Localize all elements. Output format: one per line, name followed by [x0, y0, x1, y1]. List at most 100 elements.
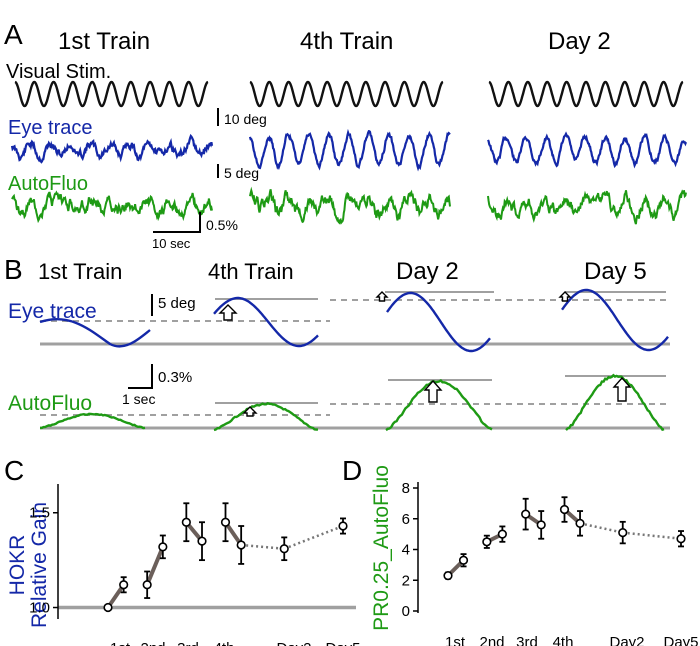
x-tick-label: Day2	[276, 640, 311, 646]
eye-cycle-day5	[561, 288, 669, 352]
panel-d-letter: D	[342, 455, 362, 486]
scale-pct-label-b: 0.3%	[158, 369, 192, 386]
scale-pct-label-a: 0.5%	[206, 217, 238, 233]
data-point	[536, 520, 546, 530]
data-point	[443, 571, 453, 581]
eye-cycles-b	[39, 288, 669, 353]
y-tick-label: 1.5	[29, 505, 50, 522]
arrow-up-icon	[242, 406, 258, 417]
scale-5deg-label: 5 deg	[224, 165, 259, 181]
panel-b-baselines	[40, 342, 670, 430]
data-point	[197, 536, 207, 546]
x-tick-label: 2nd	[479, 634, 504, 646]
trend-dotted-line	[622, 531, 682, 540]
data-point	[236, 540, 246, 550]
eye-cycle-4th	[213, 296, 319, 348]
fluo-cycle-day5	[565, 373, 665, 431]
panel-d-ylabel: PR0.25_AutoFluo	[370, 465, 393, 631]
panel-c-letter: C	[4, 455, 24, 486]
trend-dotted-line	[283, 524, 344, 550]
fluo-trace-1st	[11, 190, 213, 224]
stim-trace-day2	[488, 80, 684, 108]
session-solid-line	[145, 546, 165, 586]
panel-b-title-3: Day 2	[396, 258, 459, 285]
x-tick-label: Day2	[609, 634, 644, 646]
data-point	[575, 518, 585, 528]
fluo-trace-4th	[249, 186, 451, 225]
eye-trace-day2	[487, 131, 688, 169]
scale-bar-time-pct	[153, 212, 201, 233]
arrow-up-icon	[218, 304, 238, 321]
x-tick-label: Day5	[325, 640, 360, 646]
trend-dotted-line	[241, 543, 285, 551]
fluo-cycle-day2	[385, 378, 493, 432]
x-tick-label: 2nd	[140, 640, 165, 646]
arrow-up-icon	[612, 376, 632, 402]
scale-10deg-label: 10 deg	[224, 111, 267, 127]
session-solid-line	[223, 521, 243, 547]
visual-stim-label: Visual Stim.	[6, 61, 111, 83]
arrow-up-icon	[375, 291, 389, 302]
data-point	[119, 580, 129, 590]
panel-c-ylabel-1: HOKR	[6, 535, 29, 596]
y-tick-label: 4	[402, 542, 410, 559]
eye-traces-a	[10, 128, 688, 172]
data-point	[618, 527, 628, 538]
chart-c: 1.0 1.5 1st 2nd 3rd 4th Day2 Day5	[29, 484, 361, 646]
stimulus-traces	[14, 80, 684, 108]
autofluo-label-b: AutoFluo	[8, 392, 92, 415]
data-point	[521, 509, 531, 519]
y-tick-label: 2	[402, 572, 410, 589]
panel-b-letter: B	[4, 254, 23, 285]
x-tick-label: 3rd	[177, 640, 199, 646]
data-point	[220, 517, 231, 527]
trend-dotted-line	[579, 522, 624, 534]
autofluo-label-a: AutoFluo	[8, 173, 88, 195]
x-tick-label: 4th	[214, 640, 235, 646]
arrow-up-icon	[558, 291, 572, 302]
fluo-cycle-4th	[213, 402, 319, 432]
session-solid-line	[106, 583, 126, 609]
panel-c-ylabel-2: Relative Gain	[28, 502, 51, 628]
fluo-cycle-1st	[40, 412, 146, 430]
x-tick-label: Day5	[663, 634, 698, 646]
x-tick-label: 1st	[110, 640, 131, 646]
data-point	[482, 537, 492, 547]
arrow-up-icon	[423, 379, 443, 403]
x-tick-label: 1st	[445, 634, 466, 646]
data-point	[338, 521, 348, 531]
y-tick-label: 8	[402, 480, 410, 497]
data-point	[559, 504, 570, 515]
data-point	[103, 602, 113, 613]
scale-bar-pct-time-b	[128, 364, 153, 389]
panel-a-title-3: Day 2	[548, 28, 611, 55]
scale-time-label-a: 10 sec	[152, 236, 191, 251]
eye-trace-label-a: Eye trace	[8, 117, 92, 139]
panel-b-arrows	[218, 291, 632, 417]
data-point	[158, 542, 168, 552]
panel-a-title-2: 4th Train	[300, 28, 393, 55]
chart-d: 0 2 4 6 8 1st 2nd 3rd 4th Day2 Day5	[402, 480, 699, 646]
eye-trace-label-b: Eye trace	[8, 300, 97, 323]
panel-b-title-4: Day 5	[584, 258, 647, 285]
y-tick-label: 6	[402, 511, 410, 528]
data-point	[142, 580, 152, 590]
panel-b-title-2: 4th Train	[208, 259, 294, 284]
y-tick-label: 0	[402, 603, 410, 620]
panel-a-letter: A	[4, 19, 23, 50]
panel-a-title-1: 1st Train	[58, 28, 150, 55]
eye-cycle-1st	[39, 317, 151, 348]
eye-trace-4th	[248, 128, 451, 172]
fluo-traces-a	[11, 186, 687, 225]
data-point	[497, 529, 507, 539]
data-point	[279, 544, 289, 554]
data-point	[181, 517, 191, 527]
scale-time-label-b: 1 sec	[122, 391, 155, 407]
y-tick-label: 1.0	[29, 600, 50, 617]
stim-trace-4th	[249, 80, 444, 108]
fluo-trace-day2	[487, 189, 687, 225]
eye-trace-1st	[10, 133, 214, 164]
stim-trace-1st	[14, 80, 209, 108]
data-point	[676, 534, 686, 544]
